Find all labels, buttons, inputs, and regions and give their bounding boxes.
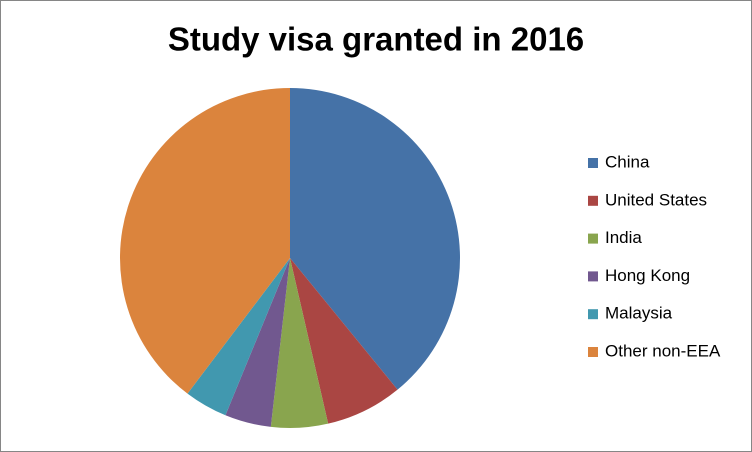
pie-slice: [270, 258, 329, 428]
legend-swatch: [588, 158, 598, 168]
legend-label: Hong Kong: [605, 266, 690, 285]
legend-swatch: [588, 271, 598, 282]
legend-label: China: [605, 152, 650, 171]
pie-slice: [119, 87, 291, 394]
legend-label: India: [605, 228, 642, 247]
legend-swatch: [588, 347, 598, 357]
legend-label: United States: [605, 190, 707, 209]
pie-slice: [225, 258, 290, 427]
pie-slice: [290, 88, 461, 390]
pie-slice: [187, 258, 290, 416]
legend-label: Other non-EEA: [605, 341, 721, 360]
legend-swatch: [588, 195, 598, 206]
chart-title: Study visa granted in 2016: [168, 21, 584, 58]
pie-slice: [290, 258, 398, 424]
legend-swatch: [588, 309, 598, 320]
legend-swatch: [588, 233, 598, 244]
legend-label: Malaysia: [605, 304, 673, 323]
